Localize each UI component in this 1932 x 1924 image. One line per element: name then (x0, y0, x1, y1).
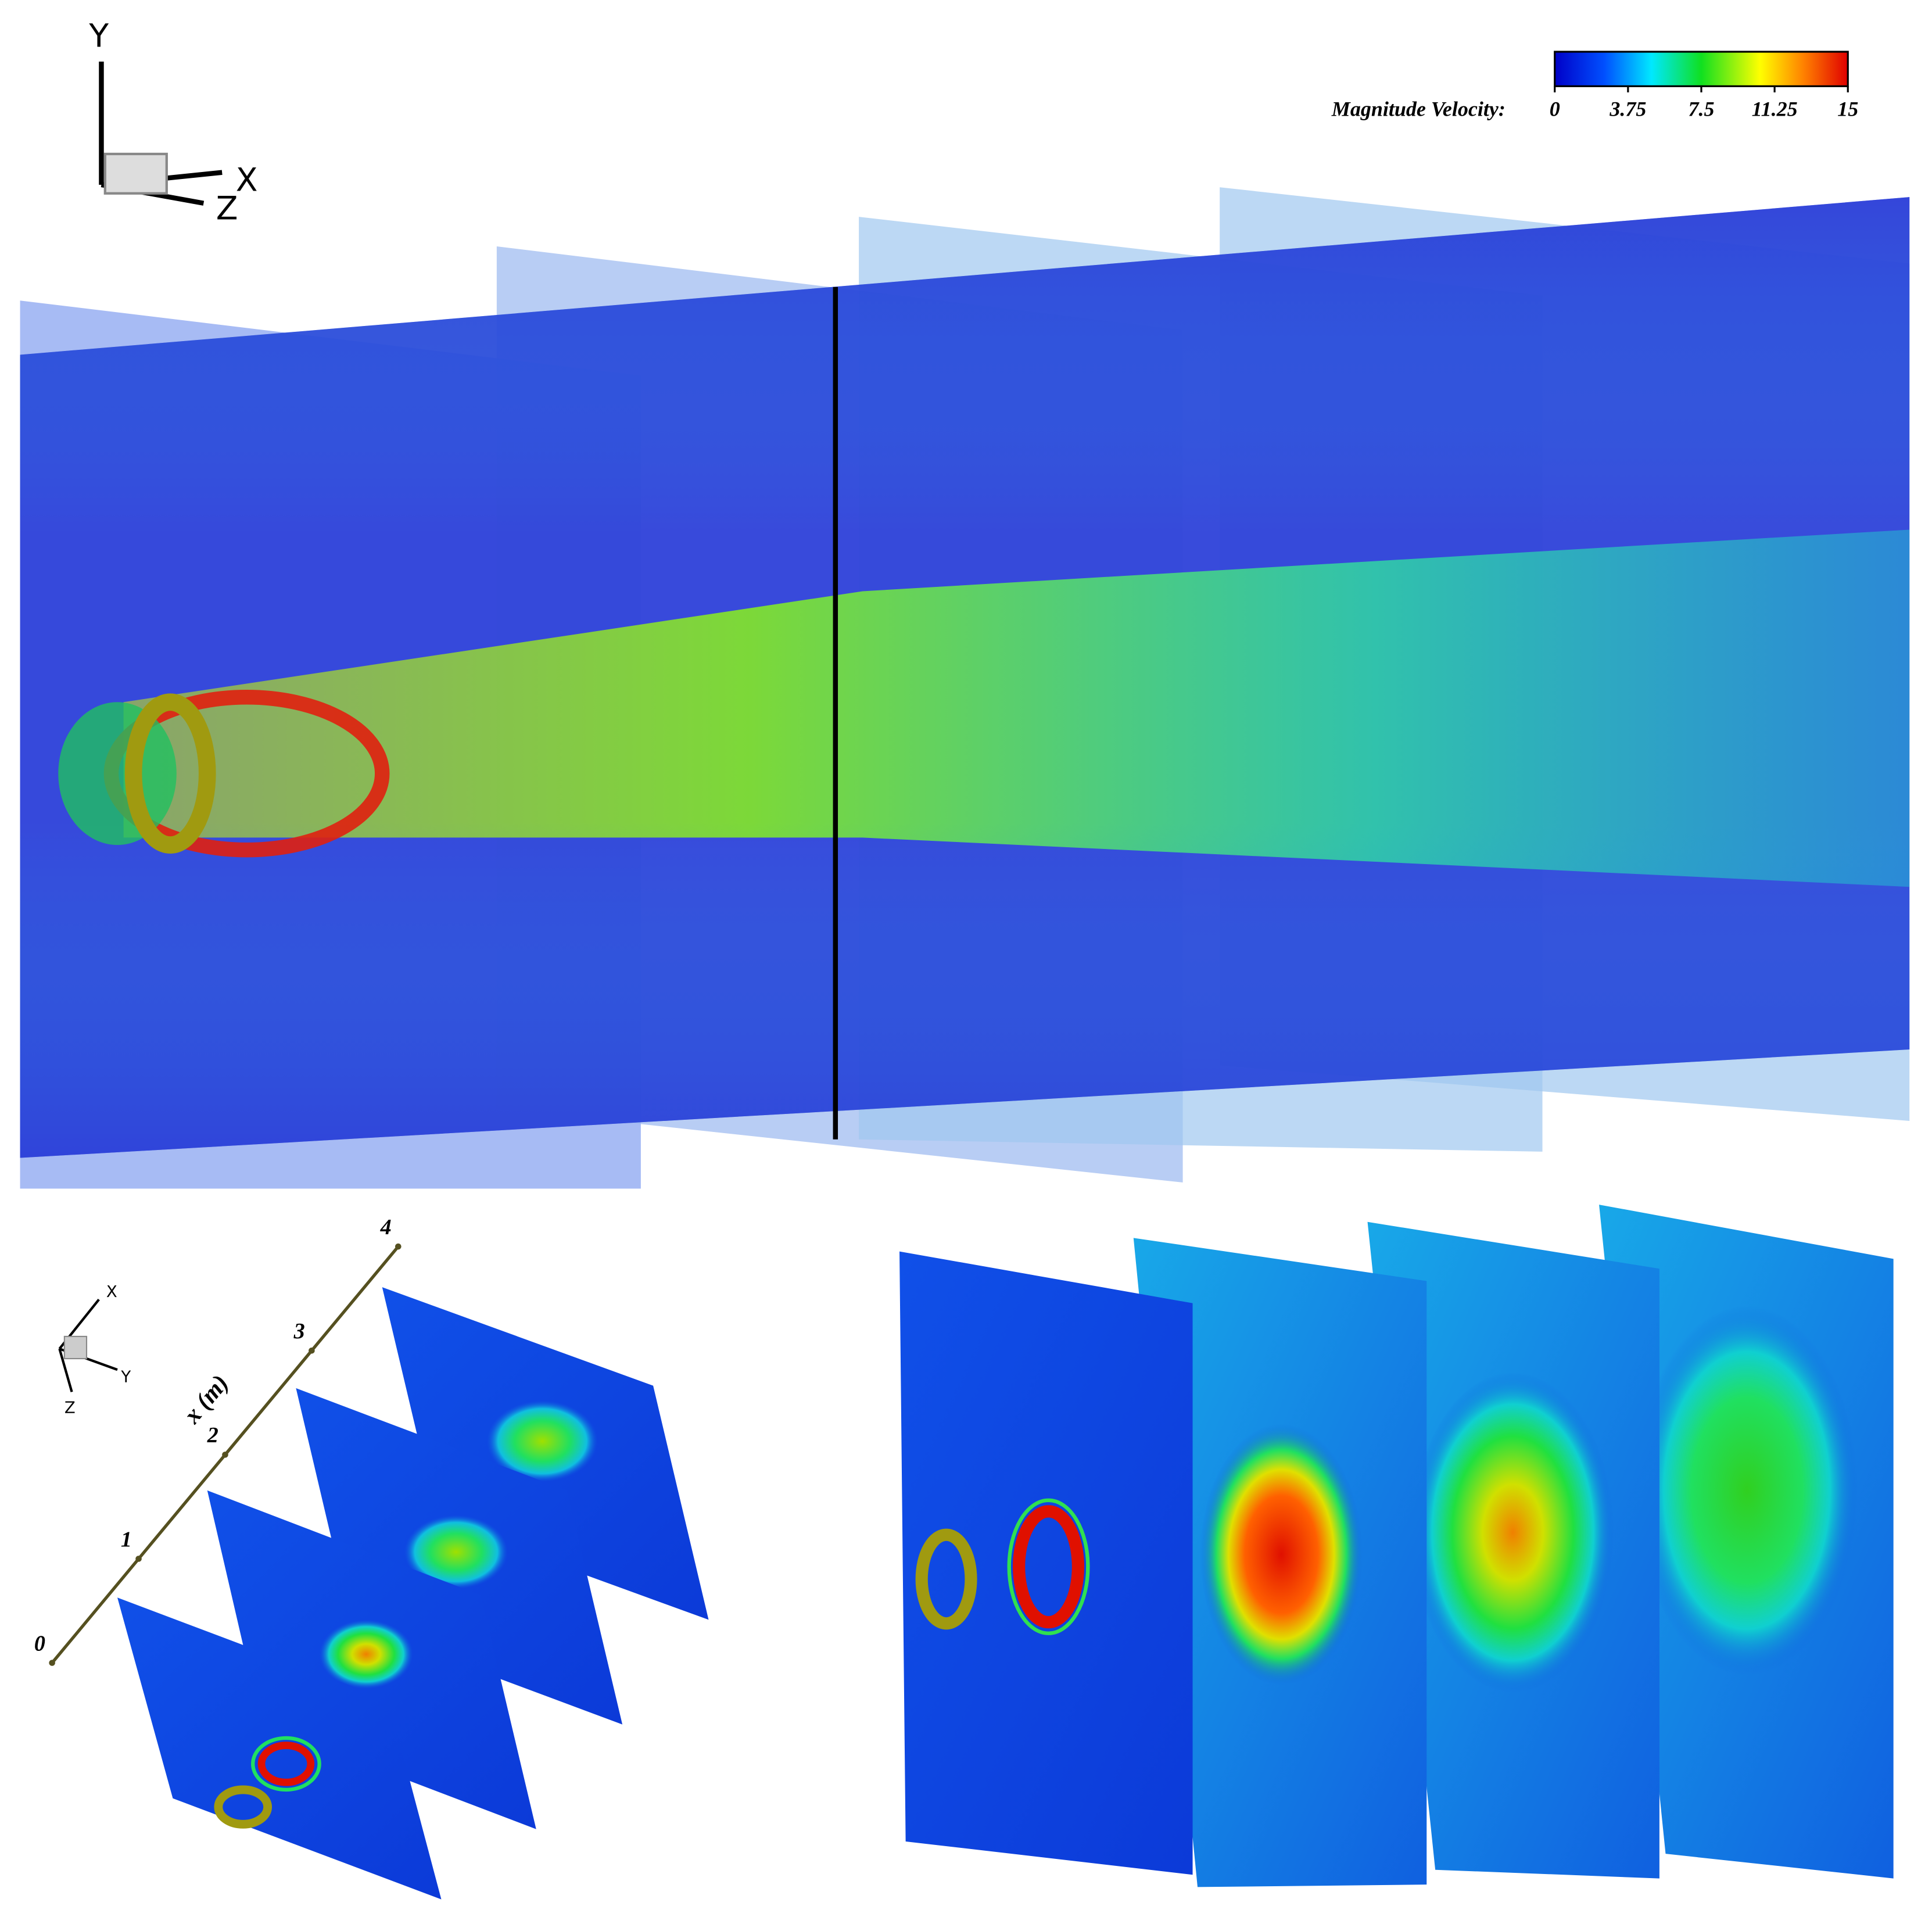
slice (899, 1251, 1193, 1875)
axis-tick (222, 1452, 228, 1458)
contour (1013, 1505, 1084, 1629)
axis-label: Z (64, 1398, 76, 1417)
colorbar-tick-label: 3.75 (1609, 97, 1646, 120)
contour (251, 1736, 321, 1792)
axis-tick-label: 3 (293, 1319, 305, 1343)
colorbar-tick-label: 15 (1837, 97, 1858, 120)
axis-tick-label: 4 (380, 1215, 392, 1239)
axis-tick-label: 1 (121, 1527, 132, 1552)
axis-label: Y (88, 17, 109, 55)
contour (486, 1400, 598, 1482)
contour (1200, 1424, 1363, 1685)
axis-tick (135, 1556, 142, 1562)
colorbar-tick-label: 11.25 (1752, 97, 1798, 120)
axis-tick (49, 1660, 55, 1666)
axis-label: Z (216, 189, 238, 227)
colorbar: Magnitude Velocity: (1331, 51, 1849, 120)
contour (1636, 1305, 1858, 1675)
triad-box (103, 152, 168, 195)
axis-label: Y (120, 1367, 131, 1386)
axis-tick (309, 1347, 315, 1354)
triad-axis (58, 1348, 73, 1392)
axis-tick-label: 0 (34, 1631, 45, 1656)
bottom-left-panel: x (m) X Y Z (51, 1245, 709, 1900)
contour (1007, 1498, 1090, 1635)
disk (58, 702, 177, 845)
axis-label: X (236, 162, 258, 199)
contour (257, 1742, 315, 1786)
axis-triad (99, 61, 223, 206)
bottom-right-panel (899, 1205, 1894, 1887)
triad-box (63, 1335, 88, 1360)
colorbar-gradient (1554, 51, 1849, 87)
axis-tick-label: 2 (207, 1423, 218, 1448)
ring (915, 1528, 977, 1630)
contour (319, 1620, 413, 1689)
shade (20, 197, 1910, 1158)
ring (124, 693, 216, 854)
colorbar-tick-label: 0 (1550, 97, 1560, 120)
top-panel (20, 187, 1910, 1189)
colorbar-label: Magnitude Velocity: (1331, 97, 1506, 120)
axis-title: x (m) (178, 1370, 234, 1429)
contour (1411, 1372, 1614, 1693)
axis-label: X (106, 1282, 117, 1301)
ring (214, 1785, 273, 1829)
axis-tick (395, 1243, 402, 1250)
contour (404, 1515, 508, 1589)
colorbar-tick-label: 7.5 (1688, 97, 1714, 120)
axis-triad (58, 1298, 118, 1392)
